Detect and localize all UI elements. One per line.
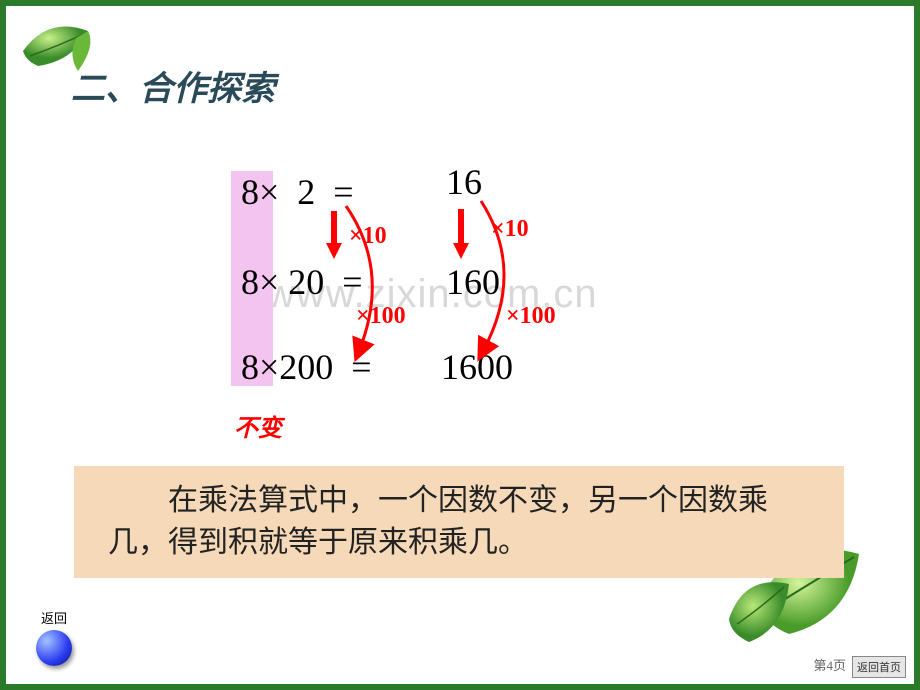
equation-line-1: 8× 2 = [241, 171, 354, 213]
annotation-x10-left: ×10 [349, 223, 387, 250]
back-button-label: 返回 [36, 608, 72, 627]
page-number: 第4页 [813, 655, 846, 674]
back-button-icon [36, 630, 72, 666]
annotation-x10-right: ×10 [491, 216, 529, 243]
annotation-x100-left: ×100 [356, 303, 406, 330]
equation-result-1: 16 [446, 161, 482, 203]
math-equations-area: 8× 2 = 16 8× 20 = 160 8×200 = 1600 ×10 ×… [231, 171, 691, 411]
equation-line-2: 8× 20 = [241, 261, 363, 303]
equation-result-2: 160 [446, 261, 500, 303]
equation-result-3: 1600 [441, 346, 513, 388]
section-heading: 二、合作探索 [71, 61, 275, 110]
rule-conclusion-box: 在乘法算式中，一个因数不变，另一个因数乘几，得到积就等于原来积乘几。 [74, 466, 844, 578]
annotation-x100-right: ×100 [506, 303, 556, 330]
equation-line-3: 8×200 = [241, 346, 372, 388]
home-button[interactable]: 返回首页 [852, 656, 906, 678]
back-button[interactable]: 返回 [36, 608, 72, 666]
annotation-unchanged: 不变 [234, 408, 282, 443]
